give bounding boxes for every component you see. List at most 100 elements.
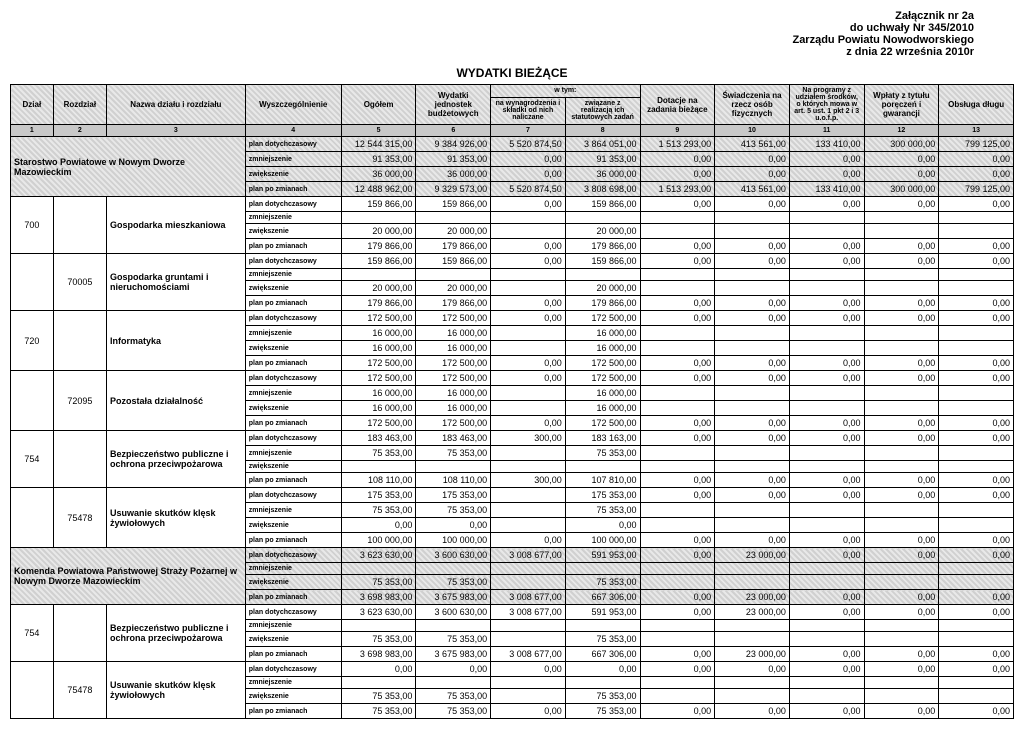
value-cell: 100 000,00: [341, 533, 416, 548]
value-cell: 0,00: [939, 167, 1014, 182]
value-cell: [491, 461, 566, 473]
value-cell: 16 000,00: [416, 341, 491, 356]
value-cell: [640, 620, 715, 632]
value-cell: [789, 461, 864, 473]
rozdzial-cell: [53, 197, 106, 254]
value-cell: 3 675 983,00: [416, 647, 491, 662]
value-cell: [939, 563, 1014, 575]
value-cell: [789, 341, 864, 356]
wyszcz-cell: plan po zmianach: [245, 296, 341, 311]
value-cell: 0,00: [864, 197, 939, 212]
value-cell: 0,00: [939, 197, 1014, 212]
wyszcz-cell: plan dotychczasowy: [245, 662, 341, 677]
value-cell: 183 463,00: [341, 431, 416, 446]
value-cell: 3 698 983,00: [341, 590, 416, 605]
wyszcz-cell: zwiększenie: [245, 341, 341, 356]
value-cell: 16 000,00: [341, 401, 416, 416]
value-cell: 0,00: [864, 152, 939, 167]
rozdzial-cell: 70005: [53, 254, 106, 311]
value-cell: 300,00: [491, 473, 566, 488]
wyszcz-cell: plan dotychczasowy: [245, 137, 341, 152]
value-cell: [491, 689, 566, 704]
value-cell: 100 000,00: [565, 533, 640, 548]
value-cell: 75 353,00: [416, 689, 491, 704]
value-cell: 0,00: [715, 371, 790, 386]
value-cell: [640, 212, 715, 224]
rozdzial-cell: [53, 431, 106, 488]
rozdzial-cell: [53, 605, 106, 662]
value-cell: 75 353,00: [565, 575, 640, 590]
wyszcz-cell: plan po zmianach: [245, 647, 341, 662]
value-cell: 413 561,00: [715, 182, 790, 197]
value-cell: [565, 620, 640, 632]
value-cell: 0,00: [939, 416, 1014, 431]
value-cell: [864, 575, 939, 590]
value-cell: [341, 677, 416, 689]
value-cell: [789, 386, 864, 401]
value-cell: [939, 326, 1014, 341]
value-cell: 91 353,00: [341, 152, 416, 167]
wyszcz-cell: zwiększenie: [245, 167, 341, 182]
col-rozdzial: Rozdział: [53, 85, 106, 125]
value-cell: 175 353,00: [565, 488, 640, 503]
value-cell: 0,00: [789, 548, 864, 563]
table-head: Dział Rozdział Nazwa działu i rozdziału …: [11, 85, 1014, 137]
value-cell: 0,00: [416, 518, 491, 533]
value-cell: 108 110,00: [416, 473, 491, 488]
nazwa-cell: Pozostała działalność: [107, 371, 246, 431]
value-cell: 23 000,00: [715, 647, 790, 662]
value-cell: 172 500,00: [416, 311, 491, 326]
col-num-7: 7: [491, 125, 566, 137]
value-cell: [491, 563, 566, 575]
value-cell: [864, 269, 939, 281]
value-cell: 0,00: [491, 662, 566, 677]
value-cell: [715, 503, 790, 518]
value-cell: 0,00: [640, 605, 715, 620]
table-row: 754Bezpieczeństwo publiczne i ochrona pr…: [11, 431, 1014, 446]
value-cell: 0,00: [939, 296, 1014, 311]
value-cell: 0,00: [640, 590, 715, 605]
value-cell: 3 698 983,00: [341, 647, 416, 662]
col-num-8: 8: [565, 125, 640, 137]
value-cell: 75 353,00: [416, 575, 491, 590]
value-cell: [640, 575, 715, 590]
wyszcz-cell: zwiększenie: [245, 689, 341, 704]
value-cell: 3 008 677,00: [491, 605, 566, 620]
value-cell: [864, 461, 939, 473]
value-cell: [939, 575, 1014, 590]
dzial-cell: 700: [11, 197, 54, 254]
value-cell: [864, 212, 939, 224]
value-cell: [341, 212, 416, 224]
col-num-10: 10: [715, 125, 790, 137]
wyszcz-cell: zmniejszenie: [245, 563, 341, 575]
wyszcz-cell: zwiększenie: [245, 632, 341, 647]
value-cell: 0,00: [864, 167, 939, 182]
wyszcz-cell: plan dotychczasowy: [245, 254, 341, 269]
value-cell: [789, 620, 864, 632]
value-cell: [939, 632, 1014, 647]
value-cell: [640, 326, 715, 341]
value-cell: 3 008 677,00: [491, 647, 566, 662]
value-cell: 172 500,00: [341, 356, 416, 371]
table-row: Starostwo Powiatowe w Nowym Dworze Mazow…: [11, 137, 1014, 152]
value-cell: 0,00: [864, 548, 939, 563]
value-cell: 799 125,00: [939, 137, 1014, 152]
value-cell: 0,00: [939, 647, 1014, 662]
value-cell: [715, 446, 790, 461]
value-cell: 0,00: [789, 371, 864, 386]
nazwa-cell: Bezpieczeństwo publiczne i ochrona przec…: [107, 431, 246, 488]
value-cell: [565, 269, 640, 281]
value-cell: 0,00: [341, 662, 416, 677]
value-cell: 0,00: [715, 254, 790, 269]
value-cell: 16 000,00: [565, 401, 640, 416]
value-cell: [789, 326, 864, 341]
value-cell: 23 000,00: [715, 548, 790, 563]
attachment-header: Załącznik nr 2a do uchwały Nr 345/2010 Z…: [10, 10, 974, 58]
value-cell: 799 125,00: [939, 182, 1014, 197]
value-cell: 75 353,00: [341, 503, 416, 518]
value-cell: [789, 632, 864, 647]
value-cell: 36 000,00: [565, 167, 640, 182]
col-num-5: 5: [341, 125, 416, 137]
wyszcz-cell: plan dotychczasowy: [245, 431, 341, 446]
value-cell: 0,00: [640, 254, 715, 269]
